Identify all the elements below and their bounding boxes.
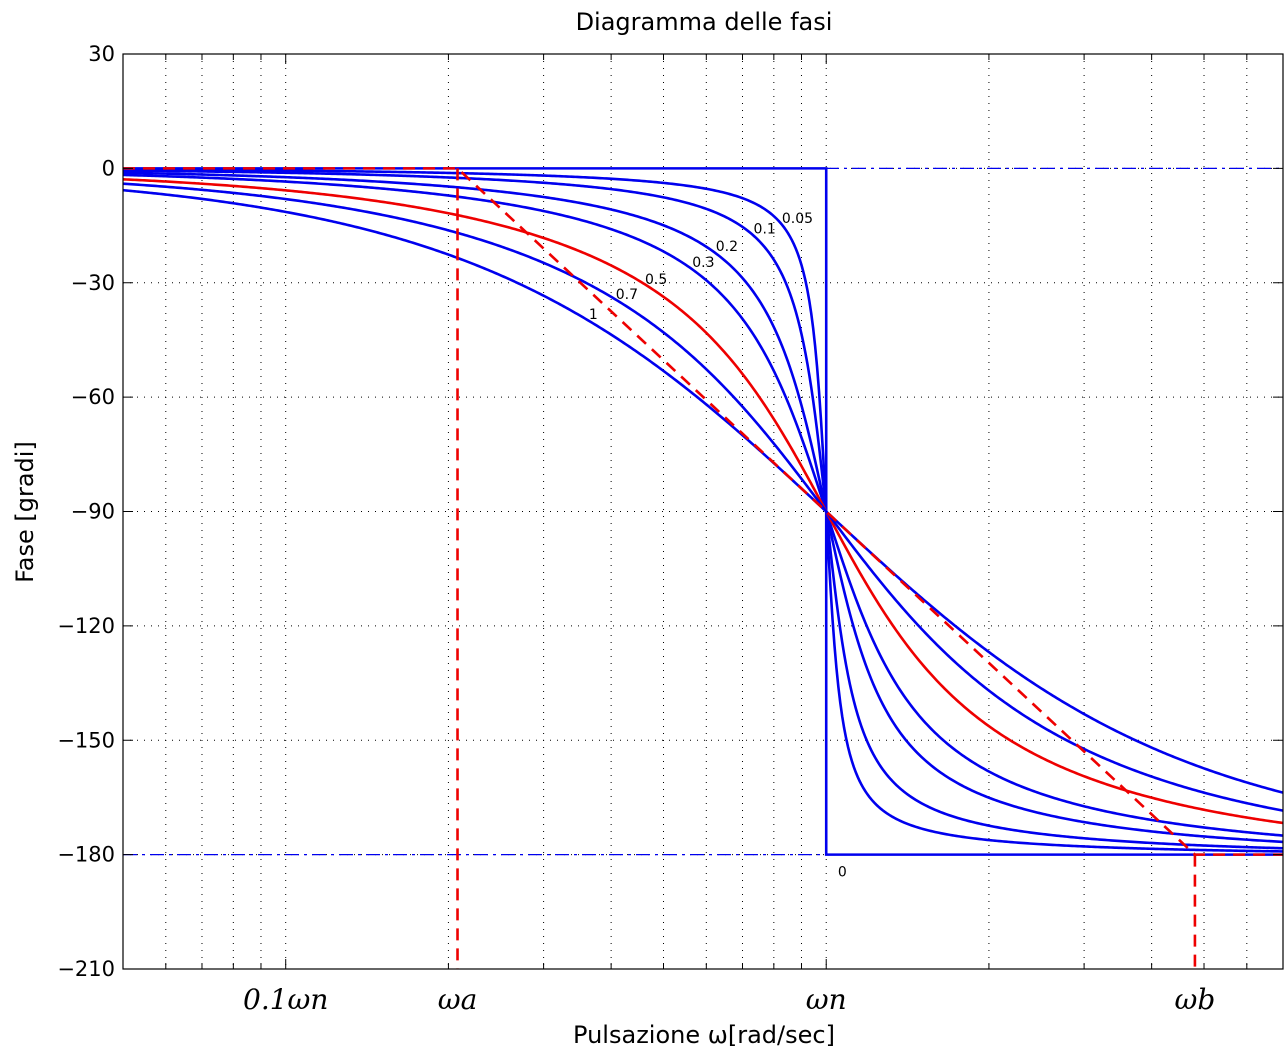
y-axis-label: Fase [gradi] [11, 441, 39, 583]
zeta-label: 0.05 [782, 211, 813, 227]
x-tick-label: ωb [1175, 983, 1216, 1016]
x-axis-label: Pulsazione ω[rad/sec] [573, 1021, 835, 1049]
phase-curve-series [122, 178, 1284, 825]
x-tick-label: 0.1ωn [243, 983, 328, 1016]
y-tick-label: −30 [71, 271, 115, 295]
zeta-label: 0.1 [754, 221, 776, 237]
y-tick-label: −60 [71, 385, 115, 409]
zeta-labels: 0 0.05 0.1 0.20.3 0.5 0.7 1 [589, 211, 847, 880]
phase-curve-series [122, 173, 1284, 837]
axes: 30 0 −30 −60 −90 −120 −150 −180 −210 0.1ωn ωa ωn ωb 1… [57, 42, 1284, 1016]
zeta-label: 1 [589, 307, 598, 323]
zeta-label: 0.5 [645, 272, 667, 288]
x-tick-label: ωa [438, 983, 478, 1016]
zeta-label: 0.3 [692, 255, 714, 271]
chart-title: Diagramma delle fasi [576, 8, 833, 36]
phase-curve-series [122, 188, 1284, 794]
y-tick-label: −150 [57, 728, 115, 752]
asymptotic-approximation-line [123, 167, 1283, 856]
zeta-label: 0.2 [716, 239, 738, 255]
y-tick-label: −180 [57, 843, 115, 867]
phase-curve-series [122, 171, 1284, 844]
y-tick-label: −120 [57, 614, 115, 638]
y-tick-label: 0 [102, 156, 115, 180]
y-tick-label: −90 [71, 500, 115, 524]
zeta-label: 0.7 [616, 287, 638, 303]
y-tick-label: −210 [57, 957, 115, 981]
phase-curves [122, 167, 1284, 969]
y-tick-label: 30 [88, 42, 115, 66]
phase-curve-series [123, 167, 1283, 856]
reference-lines [123, 167, 1283, 856]
x-tick-label: ωn [806, 983, 847, 1016]
zeta-label: 0 [838, 865, 847, 881]
phase-curve-series [122, 169, 1284, 850]
phase-curve-series [122, 182, 1284, 812]
phase-curve-series [122, 168, 1284, 853]
